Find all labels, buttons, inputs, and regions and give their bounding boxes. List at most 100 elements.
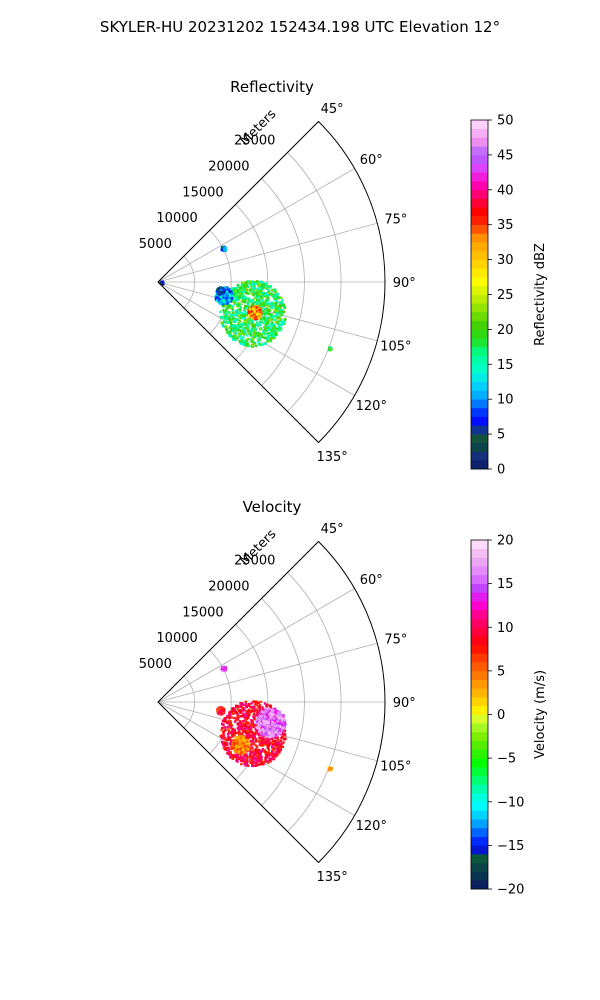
echo-gate <box>237 733 241 736</box>
echo-gate <box>269 730 273 733</box>
echo-gate <box>261 306 264 309</box>
echo-gate <box>240 296 243 300</box>
angle-tick-label: 105° <box>380 340 411 355</box>
echo-gate <box>221 712 225 715</box>
colorbar-segment <box>471 373 488 383</box>
echo-gate <box>228 311 231 314</box>
echo-gate <box>230 754 234 757</box>
echo-gate <box>272 328 276 331</box>
echo-gate <box>217 707 220 710</box>
colorbar-tick-label: 0 <box>497 463 505 478</box>
echo-gate <box>279 318 282 321</box>
echo-gate <box>224 286 228 290</box>
echo-gate <box>236 291 240 295</box>
colorbar-segment <box>471 146 488 156</box>
colorbar-segment <box>471 810 488 820</box>
echo-gate <box>238 311 241 315</box>
echo-gate <box>250 719 253 722</box>
echo-gate <box>253 700 257 703</box>
echo-gate <box>265 756 269 759</box>
echo-gate <box>268 742 272 745</box>
echo-gate <box>243 307 246 310</box>
echo-gate <box>270 321 274 324</box>
echo-gate <box>254 758 257 761</box>
echo-gate <box>236 714 240 718</box>
echo-gate <box>270 753 274 757</box>
echo-gate <box>275 300 278 303</box>
echo-cluster <box>220 665 228 673</box>
echo-gate <box>232 712 235 715</box>
echo-gate <box>243 739 246 742</box>
echo-gate <box>238 741 242 744</box>
echo-gate <box>259 712 263 716</box>
echo-gate <box>231 727 234 731</box>
echo-gate <box>265 737 268 740</box>
echo-gate <box>224 302 228 305</box>
echo-gate <box>233 326 237 329</box>
colorbar-segment <box>471 338 488 348</box>
echo-gate <box>281 730 284 734</box>
echo-gate <box>226 303 229 307</box>
echo-cluster <box>216 286 226 296</box>
colorbar-segment <box>471 775 488 785</box>
echo-gate <box>240 724 243 728</box>
echo-gate <box>237 756 240 759</box>
echo-gate <box>242 724 245 728</box>
echo-cluster <box>159 280 165 286</box>
echo-cluster <box>247 304 263 321</box>
echo-gate <box>265 316 269 319</box>
echo-gate <box>281 745 284 749</box>
echo-gate <box>253 313 256 316</box>
echo-gate <box>220 288 223 292</box>
echo-gate <box>237 750 240 753</box>
echo-gate <box>219 301 223 304</box>
echo-gate <box>256 298 259 301</box>
echo-gate <box>250 754 254 758</box>
echo-gate <box>250 280 254 283</box>
echo-gate <box>262 283 265 287</box>
echo-gate <box>226 743 229 747</box>
echo-gate <box>271 758 274 761</box>
echo-gate <box>274 743 278 747</box>
echo-gate <box>246 731 249 734</box>
echo-gate <box>244 761 248 764</box>
echo-gate <box>264 323 267 326</box>
echo-gate <box>234 720 237 723</box>
echo-gate <box>229 319 232 322</box>
colorbar-segment <box>471 574 488 584</box>
echo-gate <box>258 723 261 727</box>
echo-gate <box>256 303 259 306</box>
colorbar-tick-label: 15 <box>497 358 514 373</box>
echo-gate <box>227 719 231 722</box>
echo-gate <box>248 322 252 325</box>
echo-gate <box>275 327 278 331</box>
echo-gate <box>252 288 255 291</box>
echo-gate <box>245 712 248 715</box>
echo-gate <box>244 321 248 324</box>
colorbar-segment <box>471 399 488 409</box>
echo-gate <box>161 283 164 286</box>
colorbar-segment <box>471 120 488 130</box>
echo-gate <box>257 332 260 335</box>
echo-gate <box>220 296 223 299</box>
echo-gate <box>264 756 267 760</box>
colorbar-label: Reflectivity dBZ <box>533 243 548 346</box>
echo-gate <box>236 705 239 708</box>
echo-gate <box>222 316 225 320</box>
echo-gate <box>243 754 246 757</box>
colorbar-segment <box>471 407 488 417</box>
echo-gate <box>267 309 270 312</box>
echo-gate <box>228 298 231 301</box>
echo-gate <box>254 327 257 331</box>
angle-tick-label: 75° <box>384 212 407 227</box>
echo-gate <box>218 290 221 294</box>
echo-gate <box>225 288 228 291</box>
echo-gate <box>266 294 269 297</box>
echo-gate <box>270 301 274 304</box>
echo-gate <box>244 299 247 302</box>
echo-gate <box>254 737 258 741</box>
echo-gate <box>229 313 232 316</box>
echo-gate <box>269 706 272 709</box>
echo-gate <box>261 762 265 765</box>
echo-gate <box>256 296 259 299</box>
